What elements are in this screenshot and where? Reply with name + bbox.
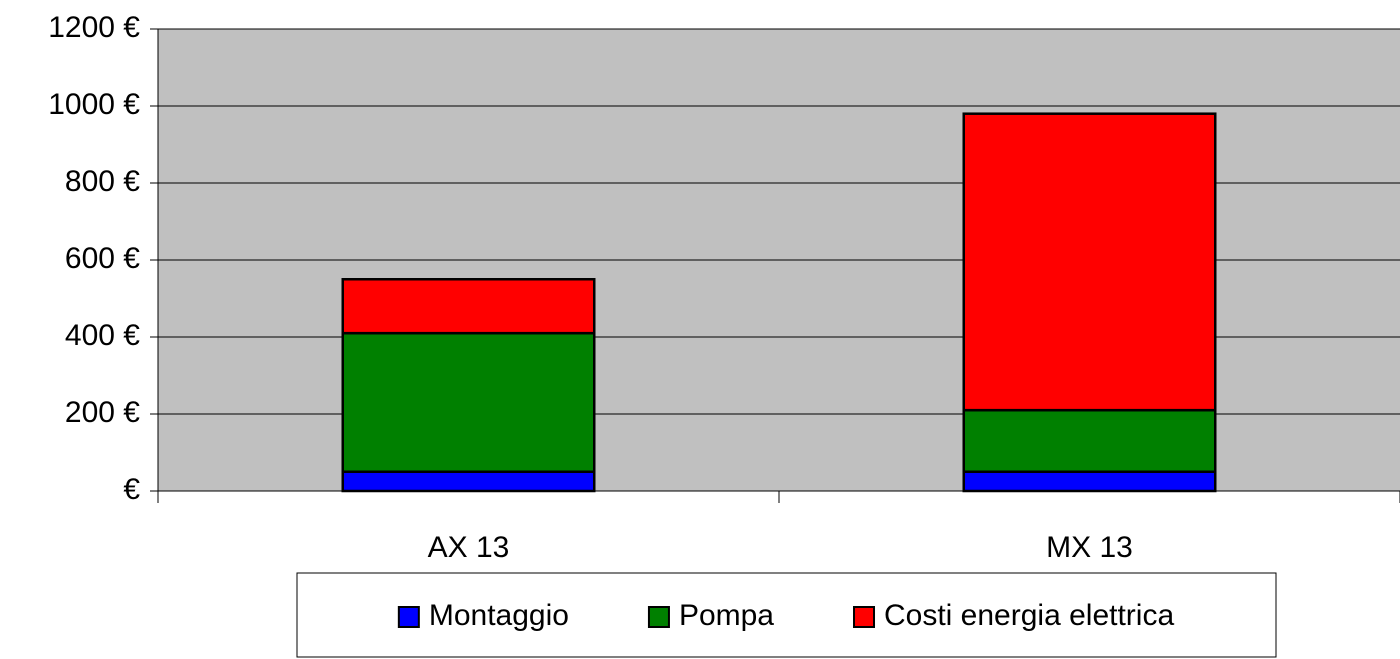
y-tick-label: 800 € xyxy=(65,165,140,198)
legend-box xyxy=(296,572,1277,658)
y-tick-label: 600 € xyxy=(65,242,140,275)
y-tick-label: 1000 € xyxy=(48,88,140,121)
legend-label: Montaggio xyxy=(429,599,569,632)
bar-segment xyxy=(341,331,596,473)
bar-segment xyxy=(962,408,1217,473)
legend-swatch xyxy=(853,606,876,628)
legend-label: Costi energia elettrica xyxy=(884,599,1174,632)
x-tick-label: MX 13 xyxy=(1046,531,1133,564)
x-tick-label: AX 13 xyxy=(428,531,510,564)
legend-swatch xyxy=(647,606,670,628)
bar-segment xyxy=(341,470,596,493)
y-tick-label: € xyxy=(123,473,140,506)
y-tick-label: 1200 € xyxy=(48,11,140,44)
bar-segment xyxy=(962,470,1217,493)
legend-label: Pompa xyxy=(679,599,774,632)
y-tick-label: 400 € xyxy=(65,319,140,352)
y-tick-label: 200 € xyxy=(65,396,140,429)
bar-segment xyxy=(341,278,596,335)
legend-swatch xyxy=(397,606,420,628)
bar-segment xyxy=(962,112,1217,412)
